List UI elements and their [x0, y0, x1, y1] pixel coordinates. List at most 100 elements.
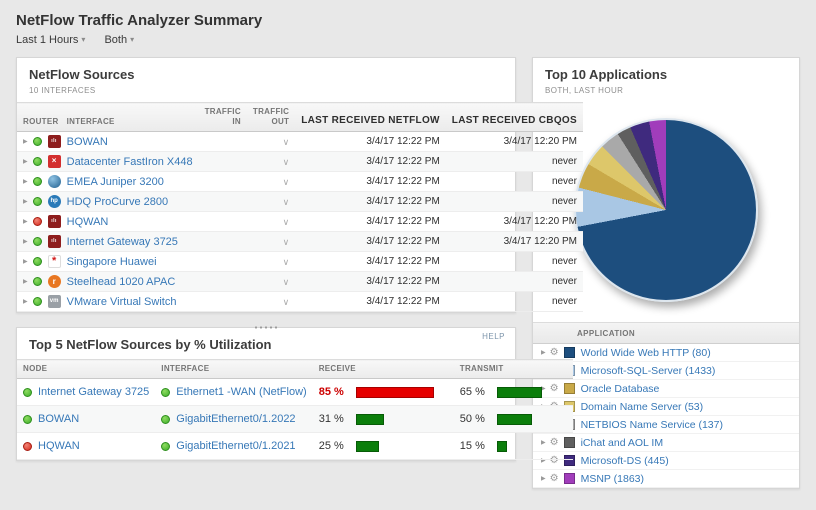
- direction-dropdown[interactable]: Both▾: [104, 34, 134, 46]
- traffic-menu-chevron-icon[interactable]: ∨: [283, 297, 290, 308]
- chevron-down-icon: ▾: [81, 35, 85, 44]
- legend-color-swatch: [564, 347, 575, 358]
- interface-link[interactable]: EMEA Juniper 3200: [67, 176, 164, 188]
- expand-arrow-icon[interactable]: ▶: [23, 218, 28, 225]
- status-up-icon: [23, 415, 32, 424]
- expand-arrow-icon[interactable]: ▶: [541, 475, 546, 482]
- expand-arrow-icon[interactable]: ▶: [23, 138, 28, 145]
- panel-subtitle: 10 INTERFACES: [29, 86, 503, 95]
- node-link[interactable]: BOWAN: [38, 413, 79, 425]
- expand-arrow-icon[interactable]: ▶: [23, 298, 28, 305]
- application-row: ▶ ⚙ iChat and AOL IM: [533, 434, 799, 452]
- application-row: ▶ ⚙ World Wide Web HTTP (80): [533, 344, 799, 362]
- column-header-traffic-out[interactable]: TRAFFIC OUT: [247, 103, 295, 132]
- expand-arrow-icon[interactable]: ▶: [23, 198, 28, 205]
- traffic-menu-chevron-icon[interactable]: ∨: [283, 177, 290, 188]
- node-link[interactable]: Internet Gateway 3725: [38, 386, 149, 398]
- panel-subtitle: BOTH, LAST HOUR: [545, 86, 787, 95]
- traffic-menu-chevron-icon[interactable]: ∨: [283, 197, 290, 208]
- expand-arrow-icon[interactable]: ▶: [23, 278, 28, 285]
- netflow-source-row: ▶* Singapore Huawei ∨ 3/4/17 12:22 PM ne…: [17, 252, 583, 272]
- status-up-icon: [33, 157, 42, 166]
- last-netflow-value: 3/4/17 12:22 PM: [295, 212, 446, 232]
- last-cbqos-value: 3/4/17 12:20 PM: [446, 232, 583, 252]
- last-netflow-value: 3/4/17 12:22 PM: [295, 252, 446, 272]
- status-up-icon: [23, 388, 32, 397]
- interface-link[interactable]: HQWAN: [67, 216, 109, 228]
- status-up-icon: [33, 177, 42, 186]
- top5-utilization-panel: Top 5 NetFlow Sources by % Utilization H…: [16, 327, 516, 461]
- interface-link[interactable]: BOWAN: [67, 136, 108, 148]
- netflow-source-row: ▶hp HDQ ProCurve 2800 ∨ 3/4/17 12:22 PM …: [17, 192, 583, 212]
- column-header-transmit[interactable]: TRANSMIT: [454, 360, 573, 379]
- application-row: ▶ ⚙ Oracle Database: [533, 380, 799, 398]
- netflow-source-row: ▶ EMEA Juniper 3200 ∨ 3/4/17 12:22 PM ne…: [17, 172, 583, 192]
- interface-link[interactable]: Steelhead 1020 APAC: [67, 276, 176, 288]
- traffic-menu-chevron-icon[interactable]: ∨: [283, 137, 290, 148]
- expand-arrow-icon[interactable]: ▶: [23, 158, 28, 165]
- column-header-interface[interactable]: INTERFACE: [155, 360, 312, 379]
- panel-title: Top 5 NetFlow Sources by % Utilization: [29, 337, 503, 352]
- application-link[interactable]: World Wide Web HTTP (80): [581, 347, 711, 359]
- application-row: ▶ ⚙ MSNP (1863): [533, 470, 799, 488]
- column-header-interface[interactable]: INTERFACE: [61, 103, 199, 132]
- column-header-receive[interactable]: RECEIVE: [313, 360, 454, 379]
- expand-arrow-icon[interactable]: ▶: [23, 178, 28, 185]
- traffic-menu-chevron-icon[interactable]: ∨: [283, 277, 290, 288]
- application-link[interactable]: MSNP (1863): [581, 473, 644, 485]
- interface-link[interactable]: GigabitEthernet0/1.2021: [176, 440, 295, 452]
- last-netflow-value: 3/4/17 12:22 PM: [295, 272, 446, 292]
- expand-arrow-icon[interactable]: ▶: [541, 349, 546, 356]
- gear-icon[interactable]: ⚙: [550, 348, 559, 358]
- last-cbqos-value: never: [446, 152, 583, 172]
- expand-arrow-icon[interactable]: ▶: [23, 238, 28, 245]
- last-netflow-value: 3/4/17 12:22 PM: [295, 192, 446, 212]
- panel-resize-handle[interactable]: [16, 317, 516, 323]
- application-link[interactable]: NETBIOS Name Service (137): [581, 419, 723, 431]
- status-down-icon: [33, 217, 42, 226]
- interface-link[interactable]: HDQ ProCurve 2800: [67, 196, 169, 208]
- time-range-dropdown[interactable]: Last 1 Hours▾: [16, 34, 85, 46]
- column-header-last-netflow[interactable]: LAST RECEIVED NETFLOW: [295, 103, 446, 132]
- traffic-menu-chevron-icon[interactable]: ∨: [283, 257, 290, 268]
- status-up-icon: [161, 388, 170, 397]
- application-row: ▶ ⚙ NETBIOS Name Service (137): [533, 416, 799, 434]
- netflow-source-row: ▶ılı BOWAN ∨ 3/4/17 12:22 PM 3/4/17 12:2…: [17, 132, 583, 152]
- node-link[interactable]: HQWAN: [38, 440, 80, 452]
- receive-bar: [356, 387, 434, 398]
- application-link[interactable]: Microsoft-SQL-Server (1433): [581, 365, 716, 377]
- expand-arrow-icon[interactable]: ▶: [23, 258, 28, 265]
- utilization-row: HQWAN GigabitEthernet0/1.2021 25 % 15 %: [17, 433, 573, 460]
- column-header-router[interactable]: ROUTER: [17, 103, 61, 132]
- application-row: ▶ ⚙ Microsoft-SQL-Server (1433): [533, 362, 799, 380]
- application-link[interactable]: Microsoft-DS (445): [581, 455, 669, 467]
- traffic-menu-chevron-icon[interactable]: ∨: [283, 237, 290, 248]
- receive-percent: 85 %: [313, 379, 350, 406]
- top5-table: NODE INTERFACE RECEIVE TRANSMIT Internet…: [17, 359, 573, 460]
- last-netflow-value: 3/4/17 12:22 PM: [295, 172, 446, 192]
- last-netflow-value: 3/4/17 12:22 PM: [295, 292, 446, 312]
- column-header-node[interactable]: NODE: [17, 360, 155, 379]
- gear-icon[interactable]: ⚙: [550, 474, 559, 484]
- vendor-icon-cisco: ılı: [48, 235, 61, 248]
- application-link[interactable]: Domain Name Server (53): [581, 401, 704, 413]
- application-link[interactable]: Oracle Database: [581, 383, 660, 395]
- traffic-menu-chevron-icon[interactable]: ∨: [283, 217, 290, 228]
- column-header-last-cbqos[interactable]: LAST RECEIVED CBQOS: [446, 103, 583, 132]
- interface-link[interactable]: Singapore Huawei: [67, 256, 157, 268]
- interface-link[interactable]: VMware Virtual Switch: [67, 296, 177, 308]
- receive-percent: 25 %: [313, 433, 350, 460]
- application-row: ▶ ⚙ Microsoft-DS (445): [533, 452, 799, 470]
- column-header-traffic-in[interactable]: TRAFFIC IN: [199, 103, 247, 132]
- interface-link[interactable]: GigabitEthernet0/1.2022: [176, 413, 295, 425]
- netflow-source-row: ▶ ılı Internet Gateway 3725 ∨ 3/4/17 12:2…: [17, 232, 583, 252]
- interface-link[interactable]: Internet Gateway 3725: [67, 236, 178, 248]
- interface-link[interactable]: Datacenter FastIron X448: [67, 156, 193, 168]
- vendor-icon-riverbed: r: [48, 275, 61, 288]
- traffic-menu-chevron-icon[interactable]: ∨: [283, 157, 290, 168]
- application-link[interactable]: iChat and AOL IM: [581, 437, 664, 449]
- status-up-icon: [161, 442, 170, 451]
- interface-link[interactable]: Ethernet1 -WAN (NetFlow): [176, 386, 306, 398]
- help-link[interactable]: HELP: [482, 332, 505, 341]
- vendor-icon-hp: hp: [48, 195, 61, 208]
